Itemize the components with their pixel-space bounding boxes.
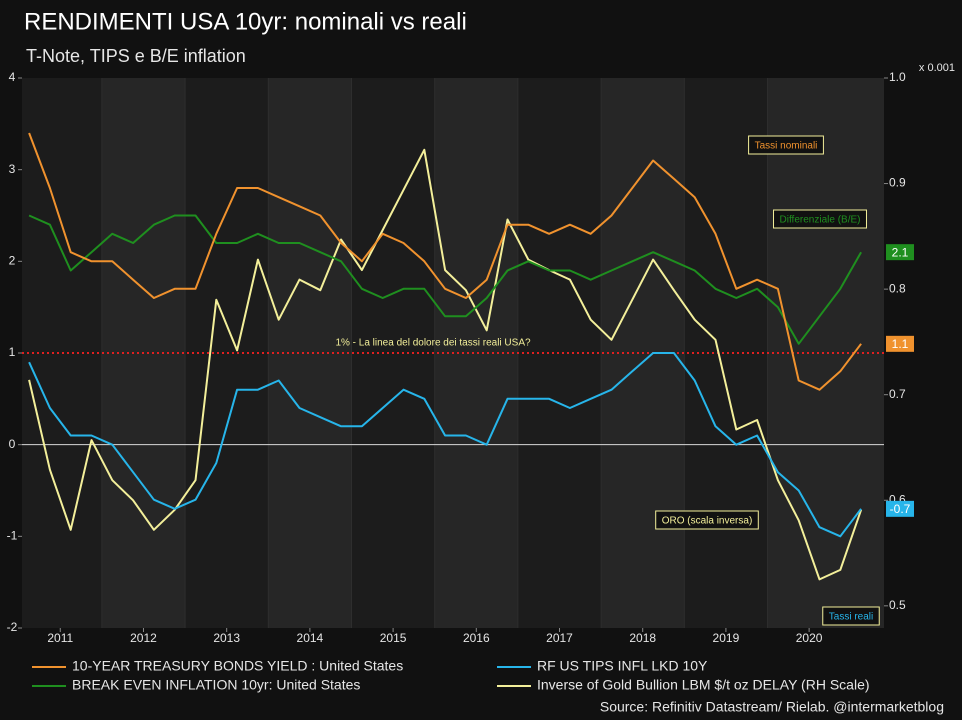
y2-tick-label: 0.8 — [889, 281, 906, 295]
year-band — [767, 78, 884, 628]
series-line — [28, 352, 862, 538]
x-tick-label: 2016 — [463, 631, 490, 645]
x-tick-label: 2013 — [213, 631, 240, 645]
y2-tick-label: 0.7 — [889, 387, 906, 401]
series-line — [28, 132, 862, 391]
y-tick-label: 2 — [9, 254, 16, 268]
y-tick-label: 3 — [9, 162, 16, 176]
end-label: 2.1 — [892, 245, 909, 259]
annotation-box — [748, 135, 824, 155]
x-tick-label: 2020 — [796, 631, 823, 645]
source: Source: Refinitiv Datastream/ Rielab. @i… — [600, 699, 944, 715]
end-label: 1.1 — [892, 337, 909, 351]
annotation: Tassi reali — [829, 612, 873, 623]
y2-tick-label: 1.0 — [889, 70, 906, 84]
x-tick-label: 2011 — [47, 631, 73, 645]
end-badge — [886, 244, 914, 261]
x-tick-label: 2018 — [629, 631, 656, 645]
x-tick-label: 2019 — [713, 631, 740, 645]
legend-label: 10-YEAR TREASURY BONDS YIELD : United St… — [72, 658, 403, 674]
y-tick-label: 4 — [9, 70, 16, 84]
y-tick-label: 1 — [9, 345, 16, 359]
legend-label: Inverse of Gold Bullion LBM $/t oz DELAY… — [537, 677, 870, 693]
year-band — [268, 78, 352, 628]
annotation-box — [773, 209, 867, 229]
series-line — [28, 214, 862, 345]
annotation-box — [822, 606, 880, 626]
x-tick-label: 2015 — [380, 631, 407, 645]
legend-label: BREAK EVEN INFLATION 10yr: United States — [72, 677, 360, 693]
end-badge — [886, 335, 914, 352]
reference-label: 1% - La linea del dolore dei tassi reali… — [335, 338, 531, 349]
legend-label: RF US TIPS INFL LKD 10Y — [537, 658, 708, 674]
chart-subtitle: T-Note, TIPS e B/E inflation — [26, 46, 246, 66]
end-label: -0.7 — [890, 502, 911, 516]
annotation: Differenziale (B/E) — [780, 215, 861, 226]
y2-tick-label: 0.9 — [889, 176, 906, 190]
x-tick-label: 2017 — [546, 631, 573, 645]
chart-title: RENDIMENTI USA 10yr: nominali vs reali — [24, 8, 467, 35]
annotation: Tassi nominali — [755, 141, 818, 152]
annotation-box — [655, 510, 759, 530]
y2-unit: x 0.001 — [919, 62, 955, 74]
y-tick-label: 0 — [9, 437, 16, 451]
series-line — [28, 148, 863, 581]
y-tick-label: -2 — [7, 620, 18, 634]
y-tick-label: -1 — [7, 529, 18, 543]
end-badge — [886, 500, 914, 517]
y2-tick-label: 0.5 — [889, 598, 906, 612]
x-tick-label: 2014 — [297, 631, 324, 645]
x-tick-label: 2012 — [130, 631, 157, 645]
annotation: ORO (scala inversa) — [662, 516, 753, 527]
